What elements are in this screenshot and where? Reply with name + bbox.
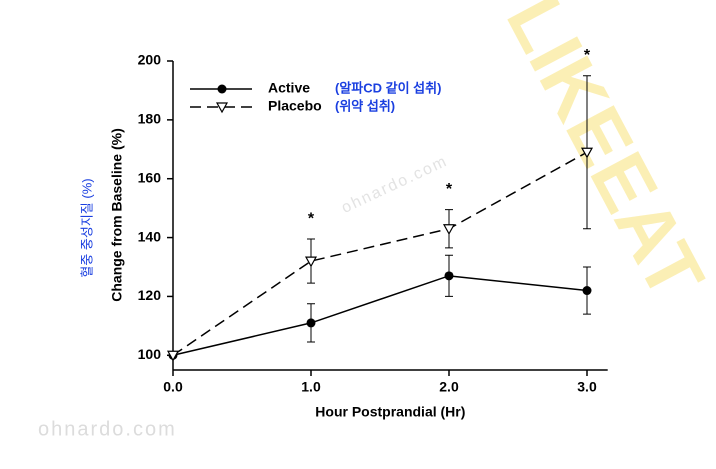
data-point [580, 147, 594, 159]
x-tick-label: 0.0 [163, 379, 183, 395]
y-axis-label: Change from Baseline (%) [109, 128, 125, 301]
legend-marker [217, 84, 227, 94]
side-label: 혈중 중성지질 (%) [79, 178, 94, 277]
y-tick-label: 160 [138, 169, 162, 185]
data-point [304, 256, 318, 268]
x-tick-label: 2.0 [439, 379, 459, 395]
watermark-logo: LIKEEAT [490, 0, 716, 312]
legend-label: Placebo [268, 98, 322, 114]
x-tick-label: 1.0 [301, 379, 321, 395]
series-line [172, 275, 588, 357]
annotation: * [446, 181, 453, 198]
legend-note: (알파CD 같이 섭취) [335, 80, 441, 95]
data-point [444, 271, 454, 281]
watermark: ohnardo.com [339, 153, 451, 217]
x-tick-label: 3.0 [577, 379, 597, 395]
annotation: * [584, 47, 591, 64]
legend-label: Active [268, 80, 310, 96]
y-tick-label: 200 [138, 52, 162, 68]
data-point [306, 318, 316, 328]
x-axis-label: Hour Postprandial (Hr) [315, 404, 465, 420]
y-tick-label: 120 [138, 287, 162, 303]
data-point [166, 350, 180, 362]
watermark: ohnardo.com [38, 418, 177, 440]
data-point [582, 286, 592, 296]
y-tick-label: 100 [138, 346, 162, 362]
y-tick-label: 180 [138, 111, 162, 127]
data-point [442, 224, 456, 235]
legend-marker [215, 102, 229, 114]
y-tick-label: 140 [138, 228, 162, 244]
annotation: * [308, 210, 315, 227]
legend-note: (위약 섭취) [335, 98, 395, 113]
